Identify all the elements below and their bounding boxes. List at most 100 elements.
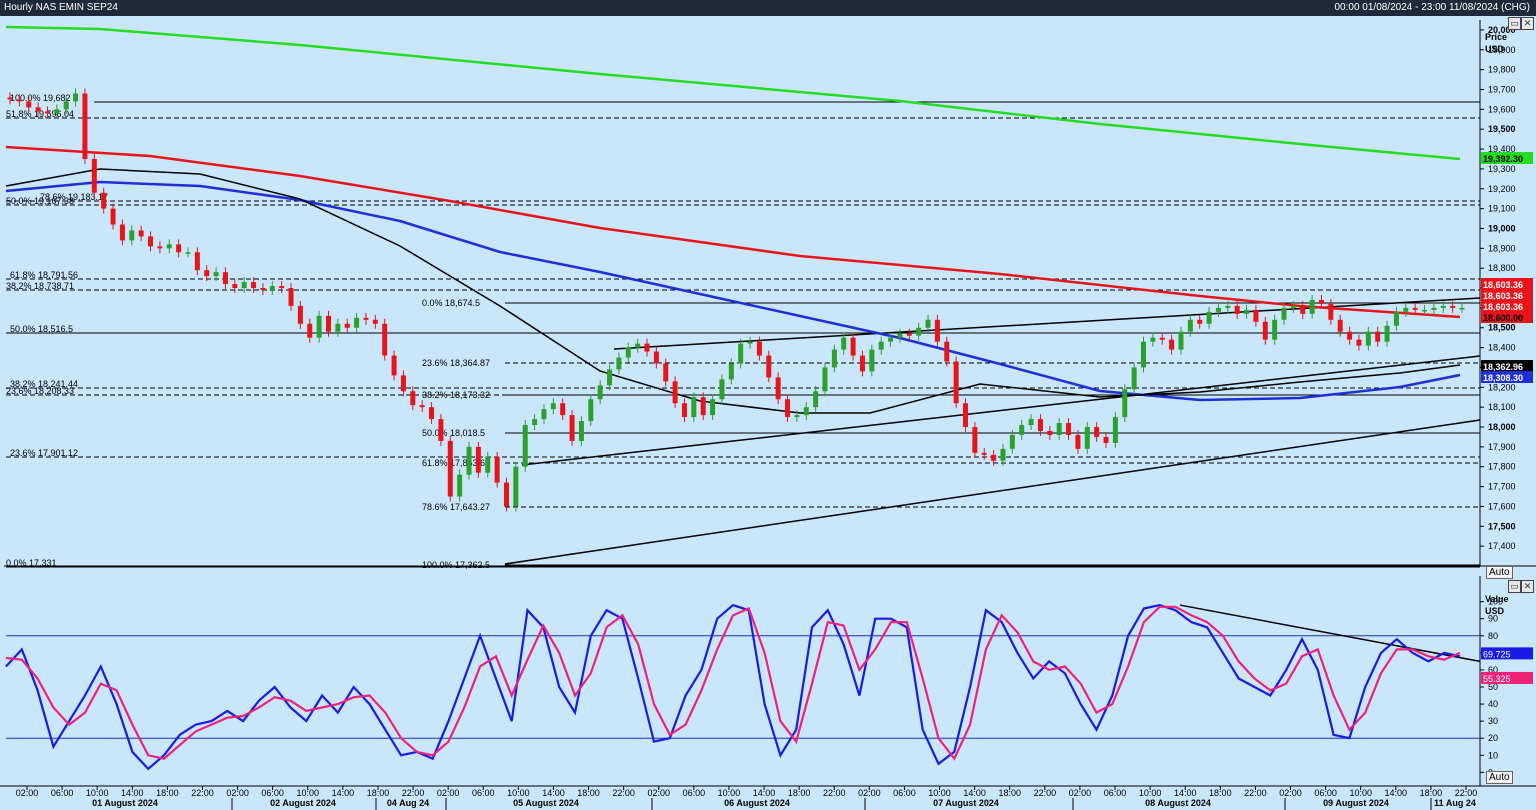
osc-tick-label: 100 [1488, 597, 1503, 607]
candle-body [213, 272, 219, 277]
candle-body [1103, 436, 1109, 443]
candle [138, 225, 144, 242]
time-tick-label: 06:00 [683, 788, 706, 798]
candle [335, 318, 341, 337]
candle [1197, 314, 1203, 329]
time-tick-label: 02:00 [1069, 788, 1092, 798]
candle [35, 102, 41, 117]
candle [1178, 326, 1184, 355]
candle [503, 477, 509, 512]
candle [1393, 306, 1399, 331]
candle-body [157, 246, 163, 249]
candle-body [991, 454, 997, 461]
fib2-level-label: 100.0% 17,362.5 [422, 560, 490, 570]
candle-body [204, 270, 210, 277]
candle-body [307, 323, 313, 338]
fib-level-label: 50.0% 18,516.5 [10, 324, 73, 334]
candle [73, 88, 79, 107]
osc-panel-close-button[interactable]: ✕ [1521, 580, 1534, 593]
time-tick-label: 14:00 [963, 788, 986, 798]
candle [1375, 326, 1381, 347]
candle-body [1393, 311, 1399, 326]
candle [625, 342, 631, 363]
candle [1253, 304, 1259, 327]
chart-canvas[interactable]: Price USD 17,400 17,500 17,600 17,700 17,800 17… [0, 16, 1536, 810]
candle [1094, 422, 1100, 442]
candle-body [44, 111, 50, 114]
price-tick-label: 19,800 [1488, 65, 1516, 75]
candle-body [110, 208, 116, 225]
candle [101, 187, 107, 214]
red-ma-value-label: 18,600.00 [1483, 313, 1523, 323]
osc-panel-minimize-button[interactable]: ▭ [1508, 580, 1521, 593]
candle-body [944, 341, 950, 362]
fib2-level-label: 61.8% 17,863.68 [422, 458, 490, 468]
candle [1337, 314, 1343, 337]
time-tick-label: 02:00 [647, 788, 670, 798]
level-value-label-bg [1481, 278, 1533, 290]
time-tick-label: 22:00 [823, 788, 846, 798]
candle [906, 328, 912, 341]
candle-body [1169, 339, 1175, 350]
candle [457, 469, 463, 502]
price-tick-label: 17,500 [1488, 521, 1516, 531]
time-tick-label: 22:00 [612, 788, 635, 798]
candle-body [653, 351, 659, 364]
red-moving-average [5, 145, 1461, 319]
candle [438, 414, 444, 446]
candle [944, 336, 950, 367]
stochastic-panel[interactable]: ValueUSD010203040506070809010069.72555.3… [0, 576, 1536, 787]
price-tick-label: 19,400 [1488, 144, 1516, 154]
candle-body [1459, 307, 1465, 310]
time-tick-label: 10:00 [1349, 788, 1372, 798]
time-tick-label: 02:00 [226, 788, 249, 798]
price-panel-close-button[interactable]: ✕ [1521, 17, 1534, 30]
candle-body [644, 343, 650, 352]
price-tick-label: 17,700 [1488, 482, 1516, 492]
candle [91, 154, 97, 198]
price-tick-label: 19,900 [1488, 45, 1516, 55]
time-tick-label: 14:00 [1385, 788, 1408, 798]
candle-body [326, 315, 332, 332]
candle-body [82, 93, 88, 159]
candle-body [26, 101, 32, 108]
price-axis-header-price: Price [1485, 32, 1507, 42]
candle-body [410, 391, 416, 406]
candle [550, 398, 556, 415]
candle [297, 300, 303, 329]
candle [1215, 302, 1221, 317]
black-moving-average [5, 168, 1461, 414]
day-label: 02 August 2024 [270, 798, 336, 808]
time-tick-label: 10:00 [1139, 788, 1162, 798]
candle-body [1131, 367, 1137, 390]
candle-body [1225, 305, 1231, 308]
candle-body [906, 333, 912, 336]
candle [1422, 304, 1428, 315]
time-tick-label: 10:00 [928, 788, 951, 798]
candle [44, 106, 50, 119]
candle-body [391, 355, 397, 376]
candles[interactable] [7, 88, 1465, 512]
candle-body [888, 337, 894, 342]
candle-body [279, 286, 285, 289]
candle [1028, 414, 1034, 430]
price-tick-label: 19,100 [1488, 204, 1516, 214]
candle-body [475, 446, 481, 473]
candle-body [269, 286, 275, 291]
candle-body [288, 288, 294, 306]
candle-body [700, 397, 706, 416]
candle-body [785, 399, 791, 418]
price-tick-label: 18,000 [1488, 422, 1516, 432]
price-auto-button[interactable]: Auto [1486, 566, 1513, 579]
trendline [504, 419, 1481, 565]
candle-body [1234, 305, 1240, 314]
candle-body [447, 440, 453, 497]
candle [119, 219, 125, 246]
candle [822, 362, 828, 397]
time-tick-label: 18:00 [998, 788, 1021, 798]
candle-body [241, 282, 247, 289]
price-tick-label: 18,800 [1488, 263, 1516, 273]
candle [1169, 334, 1175, 355]
price-panel-minimize-button[interactable]: ▭ [1508, 17, 1521, 30]
osc-auto-button[interactable]: Auto [1486, 771, 1513, 784]
